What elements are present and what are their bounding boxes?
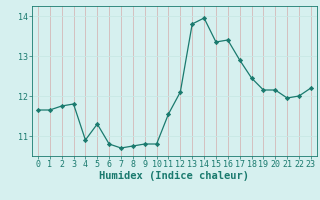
X-axis label: Humidex (Indice chaleur): Humidex (Indice chaleur) — [100, 171, 249, 181]
